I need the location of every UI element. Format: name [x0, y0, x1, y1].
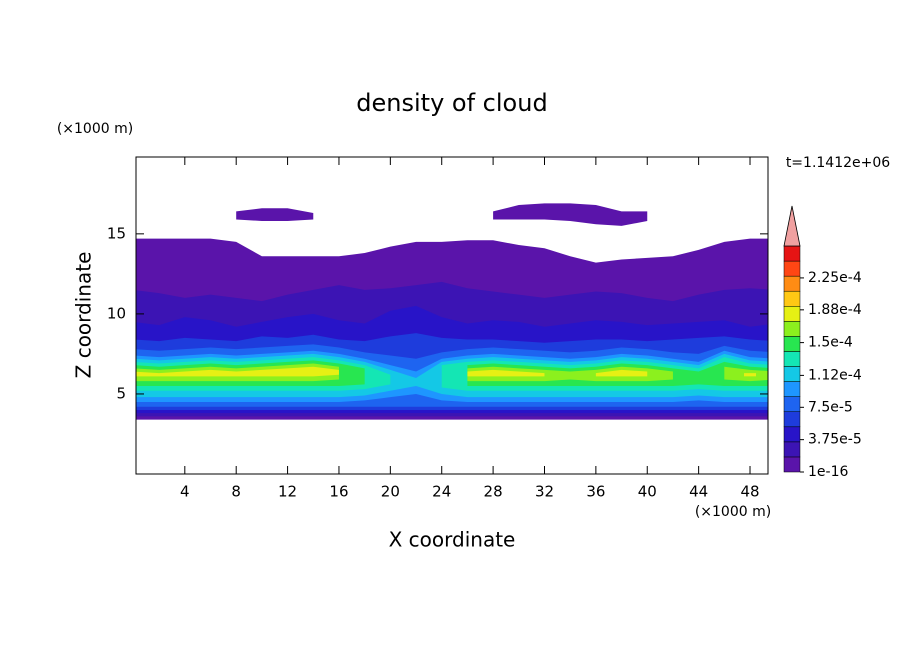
- colorbar-swatch: [783, 245, 801, 262]
- x-tick-label: 28: [484, 483, 503, 501]
- contour-band: [493, 203, 648, 226]
- x-tick-label: 40: [638, 483, 657, 501]
- x-tick-label: 36: [586, 483, 605, 501]
- colorbar-tick-label: 2.25e-4: [808, 270, 862, 286]
- colorbar-tick-label: 7.5e-5: [808, 399, 853, 415]
- x-unit: (×1000 m): [695, 504, 771, 520]
- y-tick-label: 10: [107, 304, 126, 322]
- colorbar-tick-label: 1.12e-4: [808, 367, 862, 383]
- x-tick-label: 20: [381, 483, 400, 501]
- contour-band: [136, 366, 339, 377]
- x-tick-label: 12: [278, 483, 297, 501]
- time-label: t=1.1412e+06: [786, 155, 890, 171]
- colorbar-swatch: [783, 260, 801, 277]
- contour-band: [236, 208, 314, 222]
- x-tick-label: 4: [180, 483, 190, 501]
- x-tick-label: 24: [432, 483, 451, 501]
- colorbar-tick-label: 3.75e-5: [808, 432, 862, 448]
- colorbar-swatch: [783, 396, 801, 412]
- y-tick-label: 5: [116, 384, 126, 402]
- x-tick-label: 16: [329, 483, 348, 501]
- plot-frame: [135, 156, 769, 475]
- colorbar-arrow: [783, 205, 801, 247]
- contour-band: [467, 369, 545, 377]
- x-axis-label: X coordinate: [389, 528, 516, 552]
- colorbar-tick-label: 1e-16: [808, 464, 848, 480]
- y-tick-label: 15: [107, 224, 126, 242]
- chart-title: density of cloud: [356, 89, 547, 117]
- colorbar-tick-label: 1.88e-4: [808, 302, 862, 318]
- x-tick-label: 44: [689, 483, 708, 501]
- colorbar-swatch: [783, 275, 801, 292]
- colorbar-swatch: [783, 351, 801, 367]
- colorbar-swatch: [783, 290, 801, 307]
- colorbar-swatch: [783, 381, 801, 397]
- colorbar-swatch: [783, 441, 801, 458]
- y-axis-label: Z coordinate: [72, 252, 96, 379]
- colorbar-swatch: [783, 321, 801, 337]
- x-tick-label: 32: [535, 483, 554, 501]
- colorbar-swatch: [783, 306, 801, 322]
- x-tick-label: 8: [231, 483, 241, 501]
- colorbar-swatch: [783, 456, 801, 473]
- contour-field: [136, 203, 768, 420]
- contour-band: [744, 373, 757, 377]
- colorbar-swatch: [783, 426, 801, 443]
- colorbar-tick-label: 1.5e-4: [808, 335, 853, 351]
- x-tick-label: 48: [740, 483, 759, 501]
- contour-band: [595, 369, 648, 377]
- colorbar-swatch: [783, 411, 801, 428]
- colorbar-swatch: [783, 336, 801, 352]
- colorbar-swatch: [783, 366, 801, 382]
- y-unit: (×1000 m): [57, 121, 133, 137]
